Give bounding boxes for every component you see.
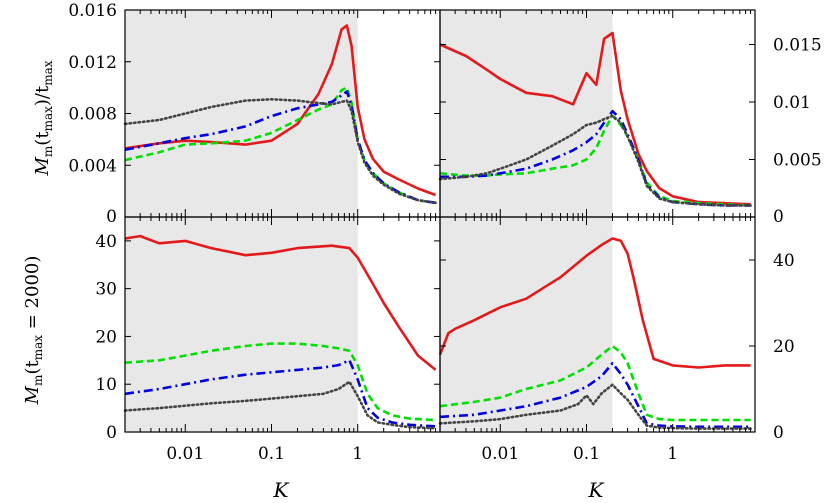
top-y-axis-label: Mm(tmax)/tmax [32, 60, 55, 176]
shaded-regions [125, 10, 613, 432]
bottom-right-frame [439, 216, 756, 433]
bottom-right-ytick-label: 0 [773, 423, 784, 443]
bottom-right-series-solid [438, 237, 751, 369]
data-lines [123, 24, 752, 430]
bottom-left-series-dotted [123, 380, 437, 430]
bottom-right-xtick-label: 1 [667, 444, 678, 464]
bottom-right-shaded-region [440, 217, 613, 432]
top-right-ytick-label: 0.005 [773, 151, 822, 171]
bottom-left-shaded-region [125, 217, 358, 432]
top-right-series-solid [439, 31, 751, 206]
bottom-left-ytick-label: 10 [95, 375, 117, 395]
top-left-series-dotted [123, 98, 437, 205]
top-left-ytick-label: 0 [106, 207, 117, 227]
bottom-right-series-dashed [439, 344, 751, 422]
x-axis-label-right: K [588, 478, 605, 502]
top-left-ytick-label: 0.008 [68, 105, 117, 125]
top-left-series-dashed [124, 86, 436, 205]
bottom-right-ytick-label: 20 [773, 337, 795, 357]
bottom-left-xtick-label: 1 [352, 444, 363, 464]
ticks [124, 9, 756, 433]
bottom-left-ytick-label: 20 [95, 327, 117, 347]
bottom-left-xtick-label: 0.1 [258, 444, 285, 464]
bottom-right-ytick-label: 40 [773, 251, 795, 271]
top-left-shaded-region [125, 10, 358, 217]
tick-labels: 00.0040.0080.0120.01600.0050.010.0150102… [68, 1, 821, 464]
bottom-left-xtick-label: 0.01 [166, 444, 204, 464]
bottom-left-ytick-label: 0 [106, 423, 117, 443]
bottom-left-series-solid [124, 234, 437, 371]
bottom-right-xtick-label: 0.1 [573, 444, 600, 464]
bottom-right-series-dashdot [439, 361, 751, 429]
top-left-ytick-label: 0.012 [68, 53, 117, 73]
bottom-left-ytick-label: 40 [95, 232, 117, 252]
top-left-ytick-label: 0.004 [68, 156, 117, 176]
top-right-ytick-label: 0.015 [773, 36, 822, 56]
top-right-ytick-label: 0 [773, 207, 784, 227]
bottom-right-xtick-label: 0.01 [481, 444, 519, 464]
bottom-y-axis-label: Mm(tmax = 2000) [22, 256, 45, 406]
top-right-series-dashed [439, 114, 751, 207]
x-axis-label-left: K [273, 478, 290, 502]
top-right-series-dotted [438, 114, 752, 207]
top-right-shaded-region [440, 10, 613, 217]
top-left-ytick-label: 0.016 [68, 1, 117, 21]
bottom-left-series-dashed [124, 342, 436, 422]
top-right-ytick-label: 0.01 [773, 93, 811, 113]
bottom-left-ytick-label: 30 [95, 280, 117, 300]
